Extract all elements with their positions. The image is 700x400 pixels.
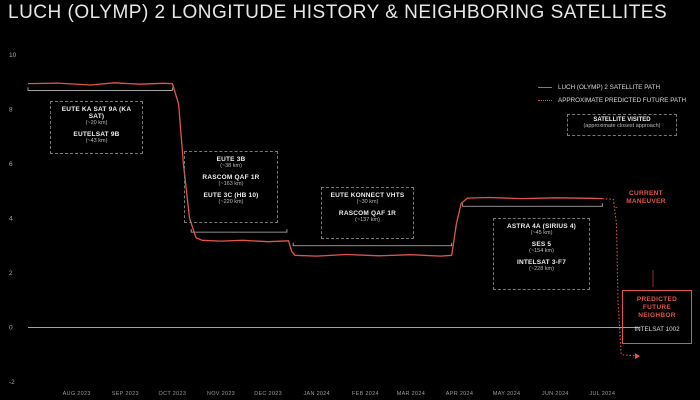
y-tick-label: 10 [9,52,17,59]
neighbor-box-4: ASTRA 4A (SIRIUS 4) (~45 km) SES 5 (~154… [493,218,590,290]
current-maneuver-line-2: MANEUVER [626,198,666,205]
x-tick-label: MAR 2024 [397,391,425,397]
predicted-title-line-1: PREDICTED [636,296,678,303]
x-tick-label: APR 2024 [446,391,473,397]
predicted-title: PREDICTED FUTURE NEIGHBOR [623,296,691,320]
predicted-neighbor-name: INTELSAT 1002 [634,326,680,333]
predicted-title-line-3: NEIGHBOR [638,312,676,319]
neighbor-box-3: EUTE KONNECT VHTS (~30 km) RASCOM QAF 1R… [321,187,414,239]
period-bracket [27,87,173,91]
x-tick-label: OCT 2023 [159,391,187,397]
y-tick-label: 2 [9,270,13,277]
x-tick-label: FEB 2024 [352,391,379,397]
current-maneuver-line-1: CURRENT [629,190,663,197]
visited-subtitle: (approximate closest approach) [583,123,661,129]
legend-entry-predicted: APPROXIMATE PREDICTED FUTURE PATH [538,97,686,104]
predicted-neighbor-box: PREDICTED FUTURE NEIGHBOR INTELSAT 1002 [622,290,692,344]
x-tick-label: JAN 2024 [303,391,330,397]
current-maneuver-label: CURRENT MANEUVER [622,190,670,206]
neighbor-distance: (~163 km) [218,181,244,187]
neighbor-distance: (~38 km) [220,163,242,169]
visited-title: SATELLITE VISITED [593,117,651,123]
neighbor-name: EUTE KONNECT VHTS [330,192,405,199]
y-tick-label: 8 [9,107,13,114]
neighbor-name: EUTE 3C (HB 10) [203,192,259,199]
neighbor-name: SES 5 [531,241,552,248]
x-tick-label: JUL 2024 [589,391,615,397]
period-bracket [462,203,603,207]
period-bracket [190,229,288,233]
neighbor-name: ASTRA 4A (SIRIUS 4) [506,223,577,230]
legend-visited-box: SATELLITE VISITED (approximate closest a… [567,114,677,136]
legend-label: LUCH (OLYMP) 2 SATELLITE PATH [558,84,661,91]
neighbor-name: RASCOM QAF 1R [202,174,260,181]
series-line-satellite-path [27,82,603,257]
y-tick-label: 0 [9,325,13,332]
chart-title: LUCH (OLYMP) 2 LONGITUDE HISTORY & NEIGH… [8,2,668,23]
period-bracket [292,242,453,247]
neighbor-name: EUTE 3B [216,156,246,163]
neighbor-box-1: EUTE KA SAT 9A (KA SAT) (~20 km) EUTELSA… [50,101,143,154]
y-tick-label: -2 [9,379,15,386]
y-tick-label: 6 [9,161,13,168]
neighbor-name: INTELSAT 3-F7 [516,259,567,266]
y-tick-label: 4 [9,216,13,223]
x-tick-label: JUN 2024 [542,391,569,397]
neighbor-distance: (~43 km) [85,138,108,144]
neighbor-name: EUTELSAT 9B [73,131,120,138]
legend-swatch-dotted [538,100,552,101]
x-tick-label: AUG 2023 [63,391,91,397]
x-tick-label: NOV 2023 [207,391,235,397]
neighbor-name: RASCOM QAF 1R [338,210,397,217]
legend-label: APPROXIMATE PREDICTED FUTURE PATH [558,97,687,104]
legend-swatch-solid [538,87,552,88]
neighbor-name: EUTE KA SAT 9A (KA SAT) [61,106,132,120]
neighbor-box-2: EUTE 3B (~38 km) RASCOM QAF 1R (~163 km)… [184,151,278,223]
legend-entry-path: LUCH (OLYMP) 2 SATELLITE PATH [538,84,660,91]
neighbor-distance: (~20 km) [85,120,108,126]
x-tick-label: SEP 2023 [112,391,139,397]
x-tick-label: DEC 2023 [254,391,282,397]
neighbor-distance: (~228 km) [529,266,554,272]
x-tick-label: MAY 2024 [493,391,521,397]
series-line-predicted-path [602,198,641,357]
neighbor-distance: (~154 km) [529,248,554,254]
predicted-title-line-2: FUTURE [642,304,672,311]
neighbor-distance: (~220 km) [218,199,244,205]
predicted-arrow-head [635,353,640,360]
neighbor-distance: (~137 km) [355,217,380,223]
neighbor-distance: (~30 km) [356,199,379,205]
neighbor-distance: (~45 km) [530,230,553,236]
